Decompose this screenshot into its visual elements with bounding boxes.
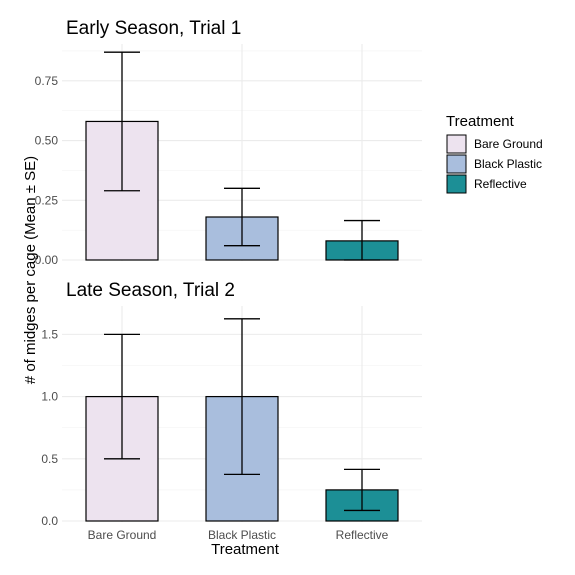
- y-tick-label: 0.75: [35, 74, 59, 88]
- panel-late-season: 0.0 0.5 1.0 1.5: [41, 306, 422, 528]
- x-tick-label-bare-ground: Bare Ground: [88, 528, 157, 542]
- legend-label-black-plastic: Black Plastic: [474, 157, 542, 171]
- y-tick-label: 1.5: [41, 327, 58, 341]
- legend-title: Treatment: [446, 113, 515, 130]
- legend-label-bare-ground: Bare Ground: [474, 137, 543, 151]
- panel-title-early: Early Season, Trial 1: [66, 18, 241, 39]
- error-bar-reflective: [344, 468, 380, 512]
- legend-key-bare-ground: [446, 134, 467, 154]
- y-tick-label: 0.25: [35, 193, 59, 207]
- error-bar-bare-ground: [104, 51, 140, 192]
- y-axis-title: # of midges per cage (Mean ± SE): [22, 156, 39, 384]
- error-bar-bare-ground: [104, 333, 140, 460]
- x-tick-label-black-plastic: Black Plastic: [208, 528, 276, 542]
- panel-title-late: Late Season, Trial 2: [66, 280, 235, 301]
- y-tick-label: 0.50: [35, 134, 59, 148]
- y-tick-label: 0.00: [35, 253, 59, 267]
- y-tick-label: 0.5: [41, 452, 58, 466]
- legend-key-reflective: [446, 174, 467, 194]
- x-axis-title: Treatment: [211, 541, 280, 558]
- panel-early-season: 0.00 0.25 0.50 0.75: [35, 44, 422, 267]
- error-bar-black-plastic: [224, 187, 260, 247]
- legend: Treatment Bare Ground Black Plastic Reflec…: [446, 113, 543, 194]
- y-tick-label: 0.0: [41, 514, 58, 528]
- legend-key-black-plastic: [446, 154, 467, 174]
- error-bar-black-plastic: [224, 318, 260, 475]
- y-tick-label: 1.0: [41, 390, 58, 404]
- error-bar-reflective: [344, 219, 380, 261]
- x-tick-labels: Bare Ground Black Plastic Reflective: [88, 528, 389, 542]
- x-tick-label-reflective: Reflective: [336, 528, 389, 542]
- legend-label-reflective: Reflective: [474, 177, 527, 191]
